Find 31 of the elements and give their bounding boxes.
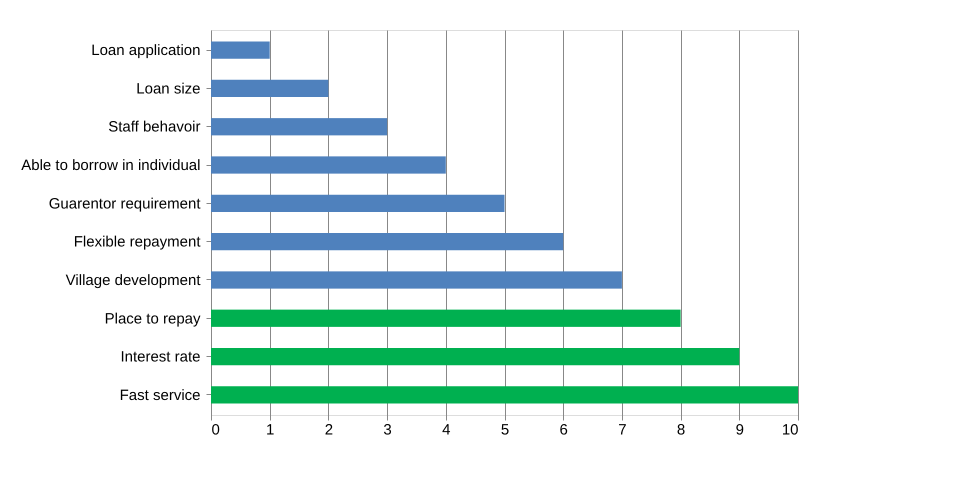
x-tick-label: 9 — [736, 422, 744, 438]
x-tick-label: 2 — [324, 422, 334, 438]
bar — [211, 348, 740, 366]
x-tick-label: 10 — [782, 422, 798, 438]
y-tick-label: Able to borrow in individual — [21, 157, 200, 174]
bar — [211, 41, 270, 59]
y-tick-label: Guarentor requirement — [48, 195, 202, 212]
y-tick-label: Flexible repayment — [74, 234, 202, 251]
bar — [211, 233, 564, 250]
y-tick-label: Place to repay — [104, 310, 201, 328]
y-tick-label: Village development — [66, 272, 202, 289]
x-tick-label: 7 — [618, 422, 627, 438]
bar — [211, 194, 504, 212]
y-tick-label: Staff behavoir — [108, 118, 200, 136]
y-tick-label: Interest rate — [120, 348, 200, 366]
x-tick-label: 0 — [212, 422, 220, 438]
x-tick-label: 6 — [560, 422, 568, 438]
bar — [211, 310, 681, 327]
x-tick-label: 5 — [500, 422, 510, 438]
y-tick-label: Loan size — [136, 80, 200, 98]
x-tick-label: 8 — [676, 422, 686, 438]
y-tick-label: Fast service — [120, 386, 200, 404]
bar — [211, 386, 798, 404]
bar — [211, 118, 388, 136]
bar — [211, 156, 446, 174]
y-tick-label: Loan application — [91, 42, 200, 60]
x-tick-label: 3 — [383, 422, 392, 438]
bar — [211, 271, 622, 289]
bar — [211, 80, 328, 98]
x-tick-label: 1 — [266, 422, 274, 438]
x-tick-label: 4 — [442, 422, 450, 438]
